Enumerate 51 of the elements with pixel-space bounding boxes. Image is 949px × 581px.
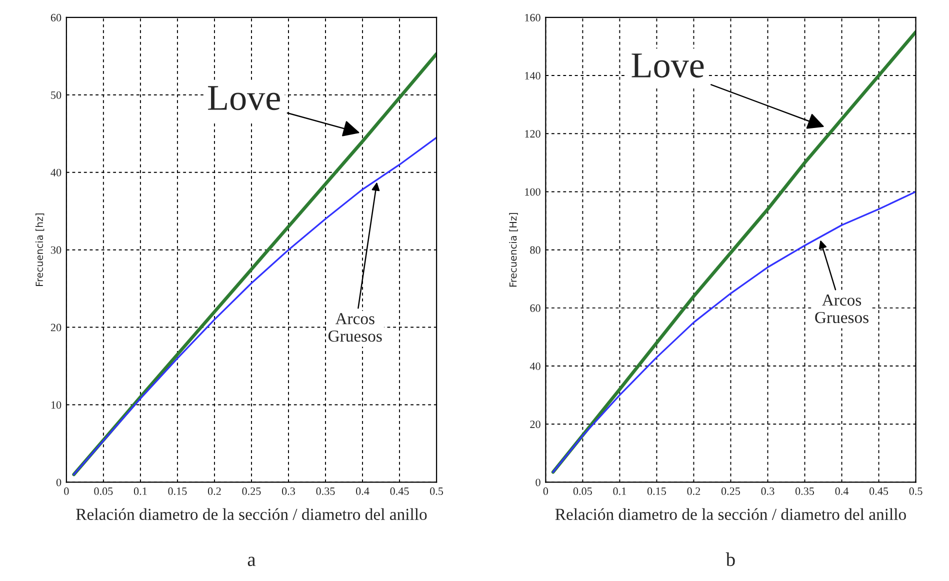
annotation: Arcos Gruesos [815, 294, 868, 324]
x-tick-label: 0.45 [390, 487, 409, 495]
x-tick-label: 0.4 [356, 487, 370, 495]
y-tick-label: 10 [51, 401, 62, 409]
y-tick-label: 30 [50, 246, 62, 254]
line-series [551, 30, 916, 474]
y-tick-label: 120 [525, 130, 540, 138]
y-tick-label: 20 [530, 420, 540, 428]
y-axis-title: Frecuencia [Hz] [509, 212, 518, 287]
y-tick-label: 0 [56, 478, 62, 486]
x-tick-label: 0.2 [687, 487, 700, 495]
y-tick-label: 50 [51, 91, 62, 99]
line-series [552, 190, 916, 473]
y-tick-label: 160 [525, 14, 540, 22]
x-tick-label: 0.15 [168, 487, 187, 495]
y-tick-label: 80 [530, 246, 540, 254]
y-tick-label: 60 [530, 304, 540, 312]
x-tick-label: 0.1 [613, 487, 626, 495]
x-tick-label: 0.2 [208, 487, 221, 495]
annotation: Love [632, 54, 704, 78]
y-tick-label: 60 [50, 14, 62, 22]
x-tick-label: 0.35 [316, 487, 335, 495]
x-tick-label: 0.25 [242, 487, 261, 495]
x-tick-label: 0.1 [134, 487, 147, 495]
y-tick-label: 140 [525, 72, 540, 80]
x-tick-label: 0.4 [835, 487, 849, 495]
y-tick-label: 0 [536, 478, 540, 486]
x-axis-title: Relación diametro de la sección / diametro del anillo [555, 508, 906, 520]
line-series [72, 136, 437, 476]
x-tick-label: 0.3 [282, 487, 296, 495]
x-tick-label: 0.05 [94, 487, 113, 495]
y-tick-label: 100 [525, 188, 540, 196]
y-tick-label: 40 [530, 362, 540, 370]
x-tick-label: 0.45 [869, 487, 888, 495]
x-tick-label: 0 [64, 487, 69, 495]
x-tick-label: 0.5 [430, 487, 444, 495]
x-axis-title: Relación diametro de la sección / diametro del anillo [76, 508, 427, 520]
x-tick-label: 0.05 [573, 487, 592, 495]
x-tick-label: 0.5 [909, 487, 922, 495]
y-tick-label: 20 [50, 324, 62, 332]
y-axis-title: Frecuencia [hz] [35, 214, 44, 286]
x-tick-label: 0.35 [795, 487, 814, 495]
y-tick-label: 40 [50, 168, 62, 176]
text: b [726, 552, 735, 566]
x-tick-label: 0 [543, 487, 548, 495]
x-tick-label: 0.15 [647, 487, 666, 495]
x-tick-label: 0.3 [761, 487, 774, 495]
text: a [248, 556, 256, 566]
annotation: Arcos Gruesos [328, 313, 382, 342]
annotation: Love [208, 86, 280, 110]
x-tick-label: 0.25 [721, 487, 740, 495]
